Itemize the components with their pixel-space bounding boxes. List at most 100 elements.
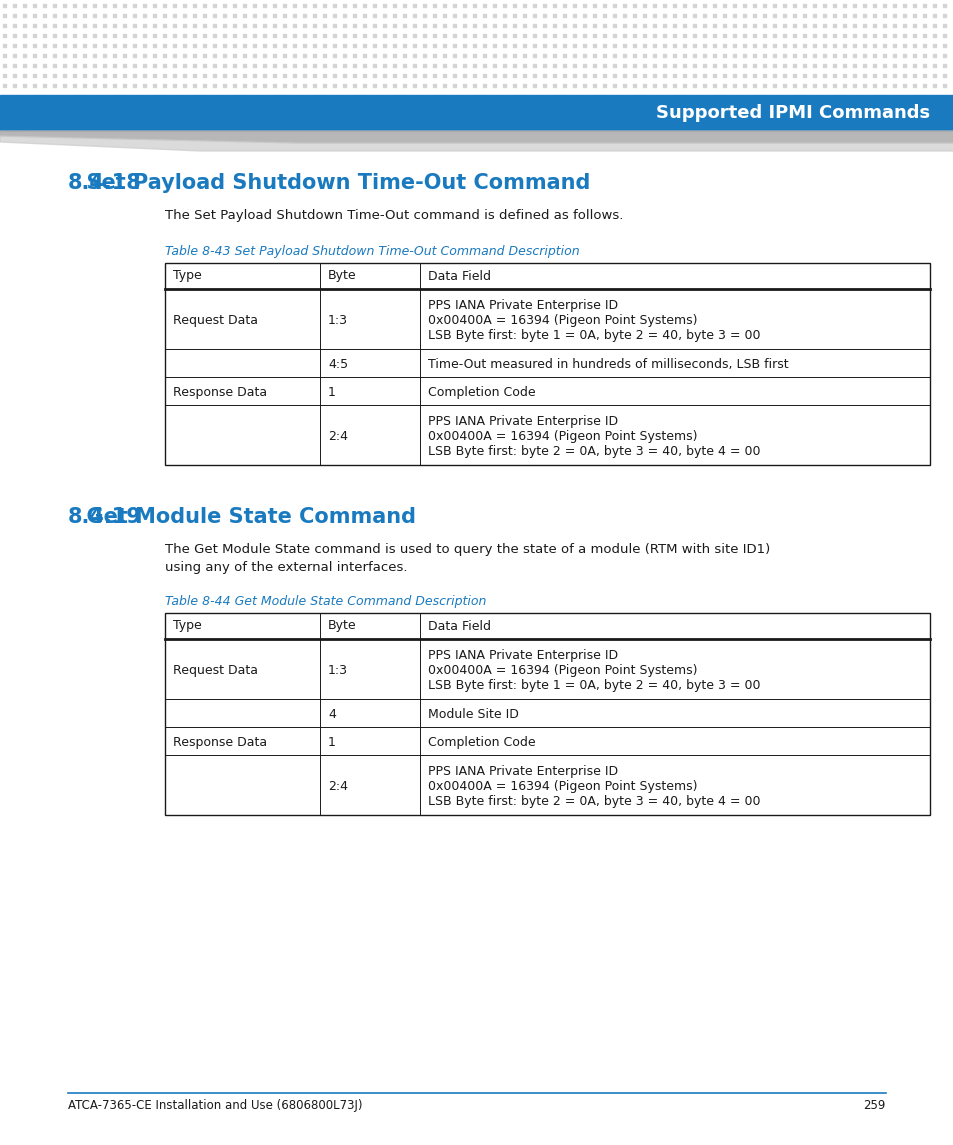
- Bar: [923, 33, 925, 37]
- Bar: [283, 33, 286, 37]
- Bar: [73, 73, 76, 77]
- Bar: [354, 84, 356, 87]
- Bar: [842, 24, 845, 26]
- Bar: [853, 63, 856, 66]
- Bar: [802, 33, 805, 37]
- Bar: [483, 33, 486, 37]
- Bar: [702, 44, 706, 47]
- Bar: [294, 33, 296, 37]
- Bar: [463, 24, 466, 26]
- Bar: [643, 14, 646, 16]
- Bar: [283, 44, 286, 47]
- Bar: [64, 73, 67, 77]
- Bar: [193, 84, 196, 87]
- Bar: [822, 14, 825, 16]
- Bar: [733, 63, 736, 66]
- Bar: [183, 54, 186, 56]
- Bar: [483, 24, 486, 26]
- Bar: [902, 54, 905, 56]
- Bar: [713, 33, 716, 37]
- Bar: [523, 84, 526, 87]
- Text: 1:3: 1:3: [328, 664, 348, 677]
- Bar: [233, 33, 236, 37]
- Bar: [13, 14, 16, 16]
- Bar: [563, 73, 566, 77]
- Bar: [923, 84, 925, 87]
- Bar: [543, 33, 546, 37]
- Bar: [213, 3, 216, 7]
- Bar: [73, 24, 76, 26]
- Bar: [933, 33, 936, 37]
- Bar: [113, 73, 116, 77]
- Bar: [702, 63, 706, 66]
- Bar: [543, 44, 546, 47]
- Bar: [274, 63, 276, 66]
- Bar: [163, 44, 167, 47]
- Bar: [64, 3, 67, 7]
- Bar: [413, 3, 416, 7]
- Bar: [603, 54, 606, 56]
- Bar: [314, 84, 316, 87]
- Bar: [603, 44, 606, 47]
- Bar: [13, 73, 16, 77]
- Bar: [233, 84, 236, 87]
- Bar: [713, 73, 716, 77]
- Bar: [294, 14, 296, 16]
- Bar: [702, 14, 706, 16]
- Bar: [673, 54, 676, 56]
- Bar: [443, 44, 446, 47]
- Bar: [403, 3, 406, 7]
- Bar: [822, 3, 825, 7]
- Bar: [653, 44, 656, 47]
- Bar: [314, 14, 316, 16]
- Bar: [463, 33, 466, 37]
- Bar: [73, 63, 76, 66]
- Bar: [693, 73, 696, 77]
- Bar: [842, 84, 845, 87]
- Bar: [223, 84, 226, 87]
- Bar: [183, 33, 186, 37]
- Bar: [93, 33, 96, 37]
- Bar: [662, 3, 666, 7]
- Bar: [303, 54, 306, 56]
- Bar: [573, 14, 576, 16]
- Bar: [862, 44, 865, 47]
- Bar: [354, 33, 356, 37]
- Bar: [323, 33, 326, 37]
- Text: Request Data: Request Data: [172, 314, 257, 326]
- Bar: [143, 63, 147, 66]
- Bar: [923, 54, 925, 56]
- Bar: [662, 14, 666, 16]
- Bar: [623, 63, 626, 66]
- Bar: [123, 3, 127, 7]
- Bar: [263, 33, 266, 37]
- Bar: [842, 44, 845, 47]
- Bar: [553, 33, 556, 37]
- Bar: [933, 84, 936, 87]
- Bar: [503, 73, 506, 77]
- Bar: [773, 24, 776, 26]
- Bar: [263, 44, 266, 47]
- Bar: [334, 44, 336, 47]
- Bar: [893, 24, 896, 26]
- Bar: [354, 54, 356, 56]
- Bar: [553, 73, 556, 77]
- Bar: [123, 63, 127, 66]
- Bar: [722, 24, 726, 26]
- Bar: [483, 84, 486, 87]
- Bar: [483, 73, 486, 77]
- Bar: [323, 3, 326, 7]
- Bar: [403, 44, 406, 47]
- Bar: [583, 73, 586, 77]
- Bar: [842, 33, 845, 37]
- Bar: [633, 33, 636, 37]
- Bar: [193, 54, 196, 56]
- Bar: [882, 14, 885, 16]
- Bar: [593, 44, 596, 47]
- Bar: [143, 73, 147, 77]
- Bar: [354, 73, 356, 77]
- Bar: [653, 73, 656, 77]
- Bar: [103, 24, 107, 26]
- Bar: [842, 54, 845, 56]
- Bar: [223, 14, 226, 16]
